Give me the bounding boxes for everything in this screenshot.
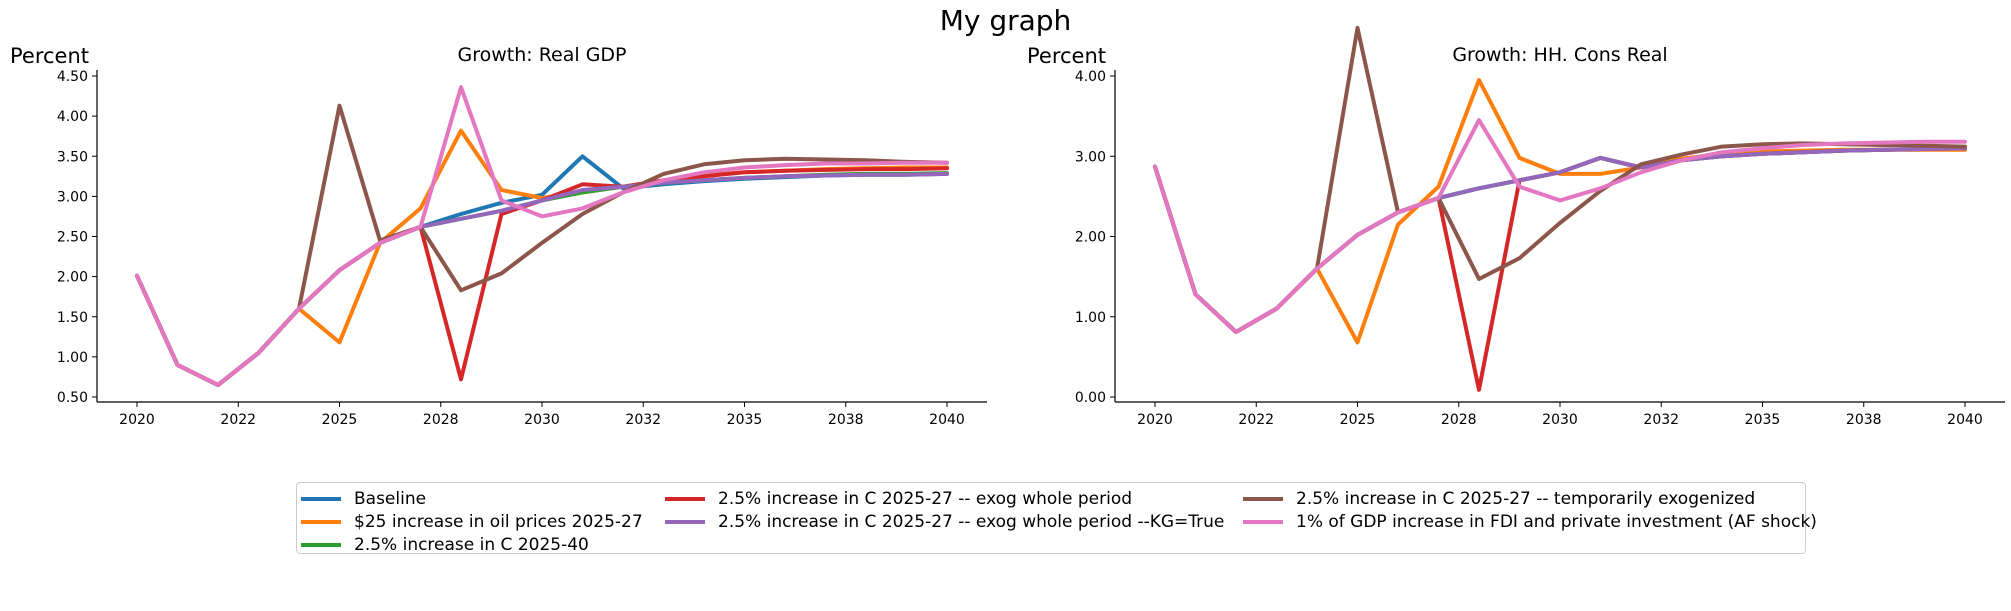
y-tick-label: 4.00 xyxy=(1075,69,1106,85)
x-tick-label: 2022 xyxy=(1238,412,1274,428)
legend-item: Baseline xyxy=(301,487,643,510)
legend-swatch xyxy=(301,519,341,524)
legend-label: 2.5% increase in C 2025-27 -- temporaril… xyxy=(1296,488,1756,509)
figure-title: My graph xyxy=(939,4,1072,37)
x-tick-label: 2025 xyxy=(322,412,358,428)
legend-item: 2.5% increase in C 2025-27 -- exog whole… xyxy=(665,487,1224,510)
x-tick-label: 2032 xyxy=(625,412,661,428)
legend-item: 2.5% increase in C 2025-27 -- exog whole… xyxy=(665,510,1224,533)
x-tick-label: 2040 xyxy=(1947,412,1983,428)
y-tick-label: 0.00 xyxy=(1075,390,1106,406)
legend-item: 1% of GDP increase in FDI and private in… xyxy=(1243,510,1817,533)
legend-swatch xyxy=(1243,519,1283,524)
legend-swatch xyxy=(665,496,705,501)
x-tick-label: 2040 xyxy=(929,412,965,428)
y-tick-label: 3.00 xyxy=(1075,149,1106,165)
legend-column-2: 2.5% increase in C 2025-27 -- exog whole… xyxy=(665,487,1224,533)
y-tick-label: 1.50 xyxy=(57,310,88,326)
x-tick-label: 2020 xyxy=(1137,412,1173,428)
y-tick-label: 2.00 xyxy=(1075,230,1106,246)
series-line xyxy=(135,103,949,387)
legend-item: 2.5% increase in C 2025-27 -- temporaril… xyxy=(1243,487,1817,510)
legend-item: $25 increase in oil prices 2025-27 xyxy=(301,510,643,533)
y-axis-label: Percent xyxy=(10,44,89,68)
x-tick-label: 2020 xyxy=(119,412,155,428)
legend-swatch xyxy=(1243,496,1283,501)
legend-swatch xyxy=(301,496,341,501)
legend-label: 1% of GDP increase in FDI and private in… xyxy=(1296,511,1817,532)
x-tick-label: 2030 xyxy=(524,412,560,428)
legend-column-1: Baseline $25 increase in oil prices 2025… xyxy=(301,487,643,556)
legend-label: 2.5% increase in C 2025-27 -- exog whole… xyxy=(718,511,1225,532)
series-line xyxy=(1153,118,1967,334)
legend-swatch xyxy=(301,542,341,547)
y-tick-label: 3.50 xyxy=(57,149,88,165)
y-tick-label: 4.00 xyxy=(57,109,88,125)
x-tick-label: 2028 xyxy=(423,412,459,428)
x-tick-label: 2035 xyxy=(1745,412,1781,428)
chart-canvas: 0.50 1.00 1.50 2.00 2.50 3.00 3.50 4.00 4.50 2020… xyxy=(10,25,2005,428)
series-line xyxy=(1153,146,1967,392)
y-tick-label: 2.00 xyxy=(57,270,88,286)
legend: Baseline $25 increase in oil prices 2025… xyxy=(296,482,1817,556)
x-tick-label: 2028 xyxy=(1441,412,1477,428)
legend-label: 2.5% increase in C 2025-27 -- exog whole… xyxy=(718,488,1133,509)
legend-label: 2.5% increase in C 2025-40 xyxy=(354,534,589,555)
x-tick-label: 2022 xyxy=(220,412,256,428)
legend-column-3: 2.5% increase in C 2025-27 -- temporaril… xyxy=(1243,487,1817,533)
y-tick-label: 1.00 xyxy=(1075,310,1106,326)
legend-swatch xyxy=(665,519,705,524)
series-line xyxy=(1153,78,1967,345)
legend-label: $25 increase in oil prices 2025-27 xyxy=(354,511,643,532)
y-tick-label: 2.50 xyxy=(57,230,88,246)
y-tick-label: 1.00 xyxy=(57,350,88,366)
panel-title: Growth: Real GDP xyxy=(457,44,626,66)
x-tick-label: 2038 xyxy=(828,412,864,428)
panel-title: Growth: HH. Cons Real xyxy=(1452,44,1667,66)
series-line xyxy=(135,85,949,387)
x-tick-label: 2032 xyxy=(1643,412,1679,428)
legend-item: 2.5% increase in C 2025-40 xyxy=(301,533,643,556)
y-axis-label: Percent xyxy=(1027,44,1106,68)
x-tick-label: 2038 xyxy=(1846,412,1882,428)
y-tick-label: 3.00 xyxy=(57,189,88,205)
legend-label: Baseline xyxy=(354,488,427,509)
x-tick-label: 2030 xyxy=(1542,412,1578,428)
x-tick-label: 2035 xyxy=(727,412,763,428)
y-tick-label: 4.50 xyxy=(57,69,88,85)
x-tick-label: 2025 xyxy=(1340,412,1376,428)
y-tick-label: 0.50 xyxy=(57,390,88,406)
series-line xyxy=(1153,25,1967,334)
